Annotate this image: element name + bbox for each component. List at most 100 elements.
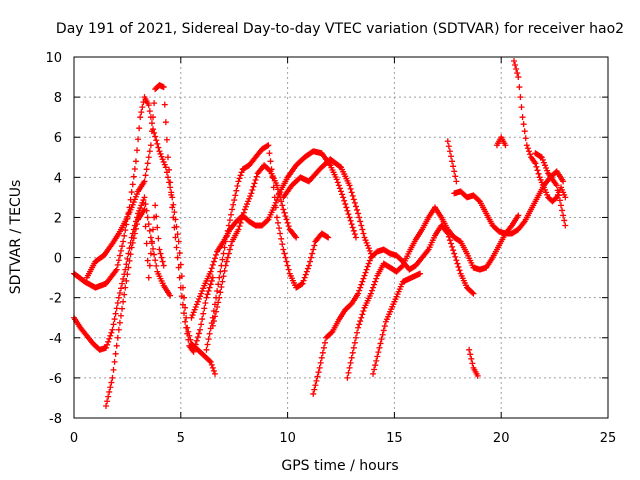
data-point bbox=[347, 185, 354, 192]
data-point bbox=[114, 261, 121, 268]
data-point bbox=[371, 281, 378, 288]
data-point bbox=[281, 250, 288, 257]
data-point bbox=[200, 285, 207, 292]
data-point bbox=[561, 217, 568, 224]
data-point bbox=[350, 344, 357, 351]
data-point bbox=[363, 266, 370, 273]
data-point bbox=[107, 384, 114, 391]
data-point bbox=[122, 266, 129, 273]
data-point bbox=[270, 184, 277, 191]
data-point bbox=[205, 287, 212, 294]
data-point bbox=[317, 359, 324, 366]
data-point bbox=[298, 281, 305, 288]
data-point bbox=[281, 209, 288, 216]
data-point bbox=[137, 205, 144, 212]
data-point bbox=[214, 287, 221, 294]
data-point bbox=[359, 226, 366, 233]
data-point bbox=[351, 339, 358, 346]
data-point bbox=[280, 246, 287, 253]
data-point bbox=[517, 94, 524, 101]
data-point bbox=[375, 349, 382, 356]
data-point bbox=[342, 201, 349, 208]
data-point bbox=[559, 207, 566, 214]
data-point bbox=[217, 268, 224, 275]
data-point bbox=[199, 316, 206, 323]
data-point bbox=[521, 128, 528, 135]
data-point bbox=[145, 154, 152, 161]
data-point bbox=[280, 206, 287, 213]
data-point bbox=[235, 226, 242, 233]
data-point bbox=[150, 114, 157, 121]
data-point bbox=[474, 372, 481, 379]
data-point bbox=[234, 183, 241, 190]
series-sat-o bbox=[493, 134, 509, 149]
data-point bbox=[239, 213, 246, 220]
data-point bbox=[142, 172, 149, 179]
data-point bbox=[211, 370, 218, 377]
data-point bbox=[137, 114, 144, 121]
data-point bbox=[128, 244, 135, 251]
data-point bbox=[372, 362, 379, 369]
data-point bbox=[151, 100, 158, 107]
data-point bbox=[251, 180, 258, 187]
data-point bbox=[169, 204, 176, 211]
data-point bbox=[216, 294, 223, 301]
data-point bbox=[364, 242, 371, 249]
data-point bbox=[109, 326, 116, 333]
data-point bbox=[533, 163, 540, 170]
data-point bbox=[524, 145, 531, 152]
data-point bbox=[167, 184, 174, 191]
data-point bbox=[131, 196, 138, 203]
data-point bbox=[276, 225, 283, 232]
series-sat-a bbox=[71, 194, 174, 353]
data-point bbox=[319, 349, 326, 356]
data-point bbox=[380, 327, 387, 334]
data-point bbox=[351, 231, 358, 238]
data-point bbox=[209, 322, 216, 329]
data-point bbox=[363, 239, 370, 246]
data-point bbox=[197, 293, 204, 300]
data-point bbox=[358, 314, 365, 321]
data-point bbox=[159, 156, 166, 163]
data-point bbox=[119, 243, 126, 250]
data-point bbox=[232, 192, 239, 199]
data-point bbox=[240, 209, 247, 216]
data-point bbox=[238, 216, 245, 223]
data-point bbox=[159, 258, 166, 265]
data-point bbox=[202, 300, 209, 307]
data-point bbox=[347, 217, 354, 224]
data-point bbox=[519, 114, 526, 121]
x-axis-label: GPS time / hours bbox=[281, 458, 398, 474]
series-sat-b bbox=[71, 94, 218, 377]
data-point bbox=[532, 160, 539, 167]
data-point bbox=[368, 287, 375, 294]
data-point bbox=[236, 175, 243, 182]
data-point bbox=[220, 273, 227, 280]
data-point bbox=[313, 377, 320, 384]
data-point bbox=[162, 164, 169, 171]
data-point bbox=[117, 312, 124, 319]
data-point bbox=[247, 193, 254, 200]
data-point bbox=[132, 158, 139, 165]
data-point bbox=[115, 326, 122, 333]
data-point bbox=[272, 204, 279, 211]
data-point bbox=[311, 386, 318, 393]
data-point bbox=[141, 206, 148, 213]
data-point bbox=[304, 265, 311, 272]
data-point bbox=[174, 254, 181, 261]
data-point bbox=[144, 214, 151, 221]
data-point bbox=[520, 219, 527, 226]
data-point bbox=[130, 199, 137, 206]
data-point bbox=[527, 151, 534, 158]
data-point bbox=[360, 308, 367, 315]
data-point bbox=[176, 274, 183, 281]
data-point bbox=[359, 278, 366, 285]
data-point bbox=[205, 336, 212, 343]
data-point bbox=[301, 274, 308, 281]
data-point bbox=[315, 369, 322, 376]
data-point bbox=[164, 174, 171, 181]
x-tick-label: 0 bbox=[70, 431, 78, 446]
data-point bbox=[110, 321, 117, 328]
data-point bbox=[370, 284, 377, 291]
data-point bbox=[129, 239, 136, 246]
